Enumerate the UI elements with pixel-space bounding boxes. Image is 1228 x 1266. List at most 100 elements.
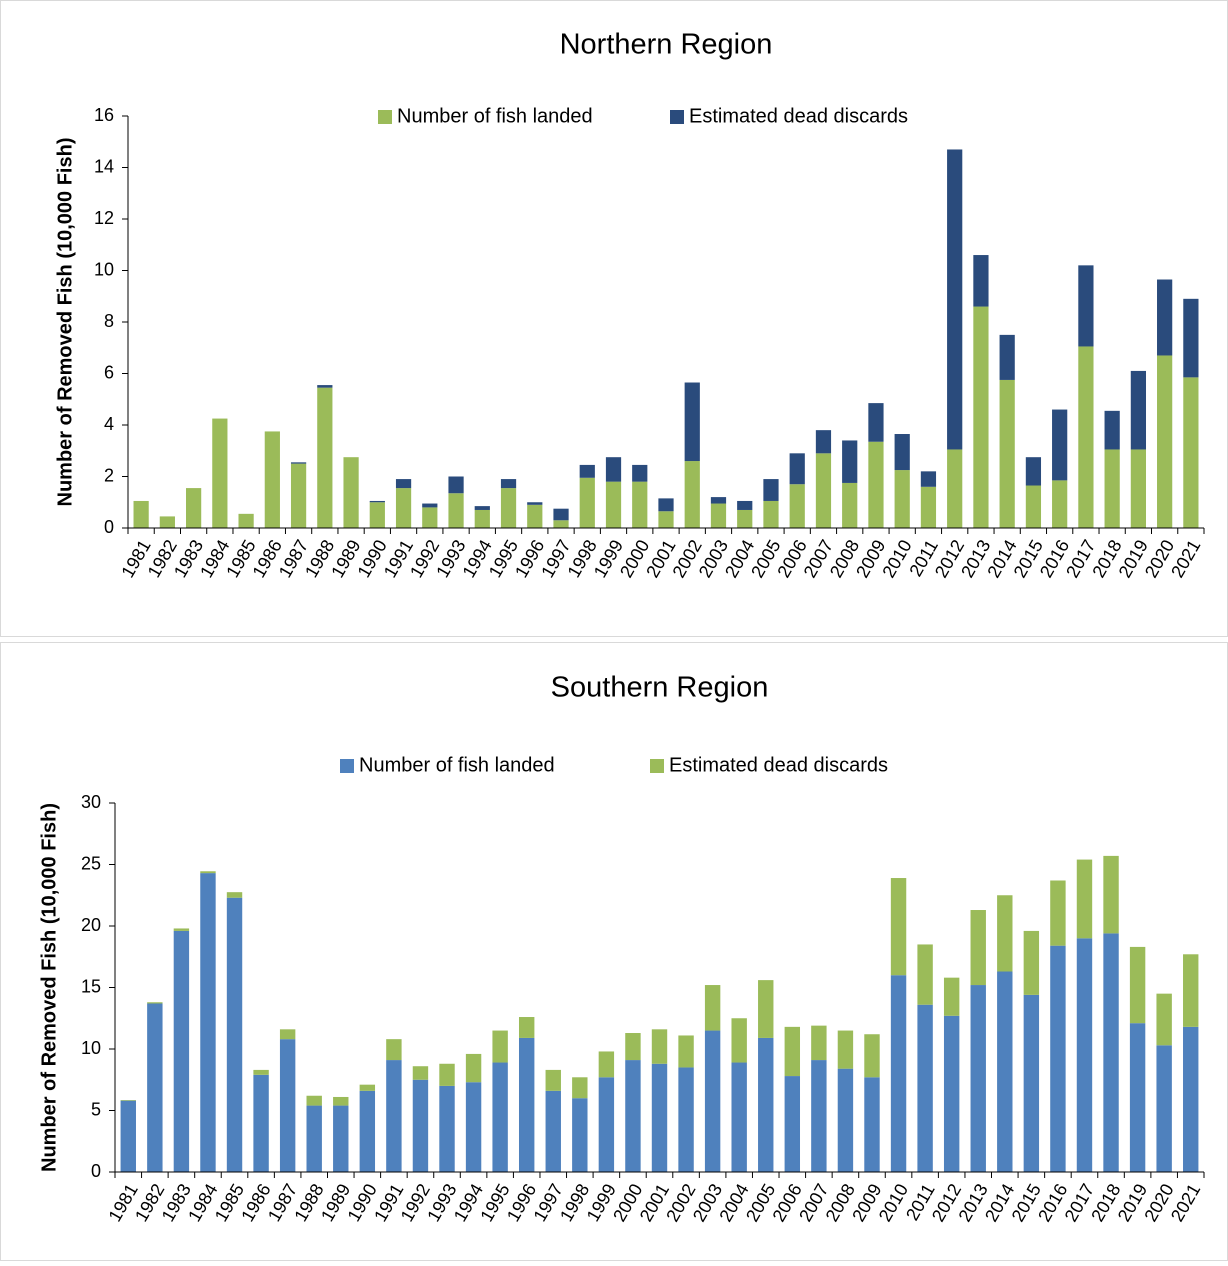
bar-segment <box>651 1063 668 1172</box>
bar-segment <box>973 255 989 307</box>
bar-segment <box>159 516 175 528</box>
bar-segment <box>518 1017 535 1038</box>
bar-segment <box>1052 409 1068 481</box>
bar-segment <box>422 507 438 528</box>
bar-segment <box>947 449 963 528</box>
bar-segment <box>917 944 933 1005</box>
bar-segment <box>412 1079 429 1172</box>
bar-segment <box>572 1098 588 1172</box>
bar-segment <box>253 1069 269 1075</box>
bar-segment <box>970 985 986 1172</box>
bar-segment <box>784 1026 801 1077</box>
bar-segment <box>917 1004 933 1172</box>
bar-segment <box>973 306 989 528</box>
bar-segment <box>704 985 721 1031</box>
bar-segment <box>864 1077 880 1172</box>
bar-segment <box>789 453 805 485</box>
bar-segment <box>474 506 490 510</box>
bar-segment <box>290 463 307 528</box>
bar-segment <box>684 461 700 528</box>
bar-segment <box>815 453 832 528</box>
bar-segment <box>439 1063 455 1086</box>
bar-segment <box>333 1096 349 1106</box>
bar-segment <box>731 1018 747 1063</box>
y-tick-label: 5 <box>91 1099 101 1119</box>
bar-segment <box>598 1051 615 1078</box>
bar-segment <box>290 462 307 464</box>
bar-segment <box>226 897 243 1172</box>
bar-segment <box>173 928 190 931</box>
bar-segment <box>894 434 910 471</box>
bar-segment <box>605 457 622 482</box>
x-tick-label: 2021 <box>1167 536 1204 581</box>
bar-segment <box>1050 880 1066 946</box>
bar-segment <box>658 511 674 528</box>
bar-segment <box>1076 859 1093 939</box>
bar-segment <box>632 481 648 528</box>
bar-segment <box>789 484 805 528</box>
bar-segment <box>264 431 280 528</box>
chart-title: Northern Region <box>560 29 773 61</box>
bar-segment <box>545 1090 561 1172</box>
bar-segment <box>943 977 960 1016</box>
bar-segment <box>279 1039 296 1172</box>
bar-segment <box>999 379 1015 528</box>
bar-segment <box>579 464 595 478</box>
bar-segment <box>120 1100 136 1172</box>
bar-segment <box>306 1095 322 1106</box>
bar-segment <box>279 1029 296 1040</box>
bar-segment <box>395 488 412 528</box>
bar-segment <box>920 471 937 487</box>
y-tick-label: 12 <box>94 208 114 228</box>
bar-segment <box>359 1084 376 1091</box>
y-tick-label: 14 <box>94 156 114 176</box>
bar-segment <box>737 509 753 528</box>
y-tick-label: 20 <box>81 915 101 935</box>
bar-segment <box>842 440 858 483</box>
y-tick-label: 30 <box>81 792 101 812</box>
bar-segment <box>890 975 907 1172</box>
x-tick-label: 2010 <box>875 1180 912 1225</box>
bar-segment <box>120 1100 136 1101</box>
bar-segment <box>448 476 464 494</box>
bar-segment <box>1023 994 1040 1172</box>
bar-segment <box>572 1077 588 1099</box>
bar-segment <box>704 1030 721 1172</box>
bar-segment <box>439 1085 455 1172</box>
bar-segment <box>997 895 1013 972</box>
bar-segment <box>173 930 190 1172</box>
bar-segment <box>920 486 937 528</box>
bar-segment <box>1076 938 1093 1172</box>
bar-segment <box>1103 933 1119 1172</box>
bar-segment <box>784 1076 801 1172</box>
bar-segment <box>811 1025 827 1061</box>
bar-segment <box>369 502 385 528</box>
bar-segment <box>625 1033 641 1061</box>
bar-segment <box>553 508 569 521</box>
bar-segment <box>386 1039 402 1061</box>
bar-segment <box>412 1066 429 1080</box>
bar-segment <box>678 1035 694 1068</box>
bar-segment <box>492 1062 508 1172</box>
bar-segment <box>1130 370 1147 450</box>
bar-segment <box>1078 346 1094 528</box>
bar-segment <box>710 497 727 504</box>
bar-segment <box>947 149 963 450</box>
bar-segment <box>238 513 254 528</box>
bar-segment <box>1157 279 1173 356</box>
bar-segment <box>386 1060 402 1172</box>
legend-label: Number of fish landed <box>359 754 555 776</box>
bar-segment <box>1104 410 1120 450</box>
bar-segment <box>1025 485 1042 528</box>
y-tick-label: 6 <box>104 362 114 382</box>
bar-segment <box>1183 298 1199 378</box>
bar-segment <box>147 1003 163 1172</box>
bar-segment <box>1130 449 1147 528</box>
bar-segment <box>212 418 228 528</box>
legend-swatch <box>378 110 392 124</box>
bar-segment <box>864 1034 880 1078</box>
bar-segment <box>1183 954 1199 1027</box>
bar-segment <box>1025 457 1042 486</box>
